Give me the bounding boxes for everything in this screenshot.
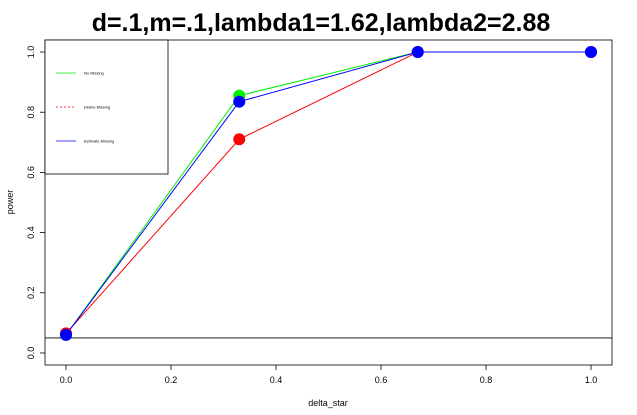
y-tick-label: 0.4 bbox=[26, 226, 36, 239]
y-tick-label: 0.8 bbox=[26, 106, 36, 119]
y-tick-label: 0.2 bbox=[26, 287, 36, 300]
data-point bbox=[60, 328, 72, 341]
x-tick-label: 1.0 bbox=[585, 375, 598, 385]
data-point bbox=[233, 95, 246, 108]
legend: No Missing Delete Missing Estimate Missing bbox=[44, 39, 169, 175]
x-tick-label: 0.0 bbox=[60, 375, 73, 385]
legend-label: No Missing bbox=[84, 71, 104, 76]
data-point bbox=[233, 133, 246, 146]
data-point bbox=[585, 46, 597, 59]
y-tick-label: 1.0 bbox=[26, 46, 36, 59]
data-point bbox=[411, 46, 424, 59]
y-axis-label: power bbox=[5, 190, 15, 215]
plot-frame bbox=[44, 39, 613, 366]
y-tick-label: 0.0 bbox=[26, 347, 36, 360]
legend-label: Delete Missing bbox=[84, 105, 110, 110]
y-axis: 0.0 0.2 0.4 0.6 0.8 1.0 bbox=[26, 46, 45, 359]
x-tick-label: 0.4 bbox=[270, 375, 283, 385]
chart-title: d=.1,m=.1,lambda1=1.62,lambda2=2.88 bbox=[92, 9, 551, 37]
series-layer bbox=[60, 46, 597, 341]
legend-label: Estimate Missing bbox=[84, 139, 114, 144]
x-axis-label: delta_star bbox=[308, 398, 348, 408]
x-tick-label: 0.2 bbox=[165, 375, 178, 385]
y-tick-label: 0.6 bbox=[26, 166, 36, 179]
x-axis: 0.0 0.2 0.4 0.6 0.8 1.0 bbox=[60, 365, 598, 385]
series-line bbox=[65, 51, 591, 336]
x-tick-label: 0.8 bbox=[480, 375, 493, 385]
x-tick-label: 0.6 bbox=[375, 375, 388, 385]
